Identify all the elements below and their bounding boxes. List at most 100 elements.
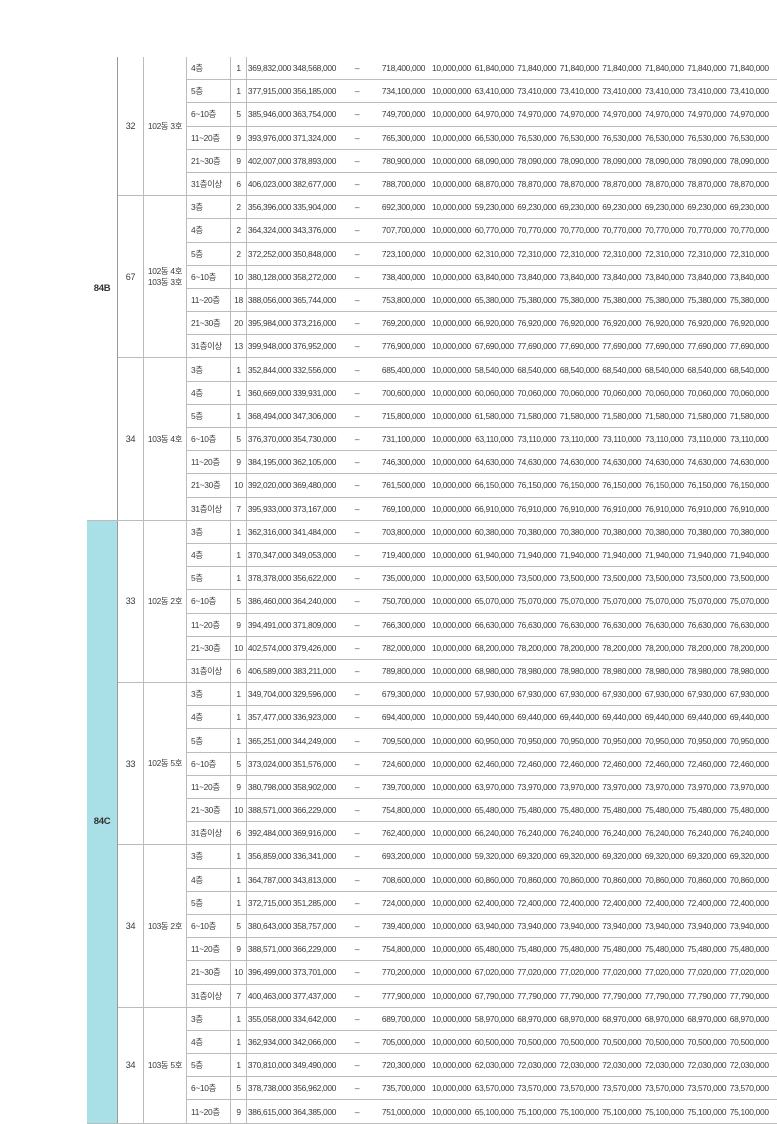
- price-cell: 73,570,000: [601, 1077, 644, 1100]
- price-cell: 75,100,000: [643, 1100, 686, 1123]
- price-cell: –: [337, 381, 377, 404]
- price-cell: 70,860,000: [558, 868, 601, 891]
- price-cell: 355,058,000: [247, 1007, 293, 1030]
- price-cell: 72,030,000: [601, 1054, 644, 1077]
- price-cell: 69,230,000: [516, 196, 559, 219]
- price-cell: 400,463,000: [247, 984, 293, 1007]
- price-cell: 70,860,000: [686, 868, 729, 891]
- price-cell: 234,60: [771, 636, 777, 659]
- price-cell: 211,14: [771, 520, 777, 543]
- price-cell: 70,500,000: [686, 1030, 729, 1053]
- price-cell: 76,630,000: [686, 613, 729, 636]
- price-cell: 10,000,000: [430, 590, 473, 613]
- price-cell: 10,000,000: [430, 381, 473, 404]
- price-cell: 206,91: [771, 1007, 777, 1030]
- price-cell: 10,000,000: [430, 80, 473, 103]
- price-cell: –: [337, 914, 377, 937]
- price-cell: 10,000,000: [430, 683, 473, 706]
- price-cell: 370,810,000: [247, 1054, 293, 1077]
- household-count-cell: 1: [231, 706, 247, 729]
- price-cell: 762,400,000: [377, 822, 430, 845]
- price-cell: 73,500,000: [516, 567, 559, 590]
- price-cell: 68,970,000: [643, 1007, 686, 1030]
- price-cell: 64,630,000: [473, 451, 516, 474]
- floor-cell: 5층: [187, 729, 231, 752]
- price-cell: 77,020,000: [558, 961, 601, 984]
- household-count-cell: 9: [231, 1100, 247, 1123]
- price-cell: –: [337, 474, 377, 497]
- price-cell: 10,000,000: [430, 659, 473, 682]
- price-cell: 371,324,000: [292, 126, 337, 149]
- price-cell: 63,840,000: [473, 265, 516, 288]
- price-cell: 754,800,000: [377, 938, 430, 961]
- price-cell: 369,832,000: [247, 57, 293, 80]
- price-cell: 76,150,000: [643, 474, 686, 497]
- price-cell: 77,790,000: [686, 984, 729, 1007]
- price-cell: 68,970,000: [728, 1007, 771, 1030]
- price-cell: 10,000,000: [430, 543, 473, 566]
- unit-type-cell: 84B: [87, 57, 118, 520]
- price-cell: 10,000,000: [430, 103, 473, 126]
- price-cell: 386,615,000: [247, 1100, 293, 1123]
- price-cell: 69,440,000: [601, 706, 644, 729]
- dong-line-cell: 103동 2호: [144, 845, 187, 1007]
- price-cell: 65,100,000: [473, 1100, 516, 1123]
- price-cell: 74,970,000: [686, 103, 729, 126]
- price-cell: 77,020,000: [516, 961, 559, 984]
- price-cell: 75,480,000: [558, 799, 601, 822]
- price-cell: 719,400,000: [377, 543, 430, 566]
- price-cell: 69,230,000: [728, 196, 771, 219]
- dong-line-cell: 103동 4호: [144, 358, 187, 520]
- price-cell: 72,310,000: [643, 242, 686, 265]
- floor-cell: 21~30층: [187, 474, 231, 497]
- price-cell: 75,070,000: [516, 590, 559, 613]
- price-cell: –: [337, 57, 377, 80]
- price-cell: –: [337, 219, 377, 242]
- floor-cell: 11~20층: [187, 613, 231, 636]
- price-cell: 749,700,000: [377, 103, 430, 126]
- price-cell: 10,000,000: [430, 729, 473, 752]
- price-cell: 10,000,000: [430, 868, 473, 891]
- price-cell: 72,460,000: [516, 752, 559, 775]
- price-cell: 73,840,000: [643, 265, 686, 288]
- price-cell: 76,910,000: [643, 497, 686, 520]
- price-cell: 71,840,000: [686, 57, 729, 80]
- price-cell: 378,378,000: [247, 567, 293, 590]
- floor-cell: 5층: [187, 404, 231, 427]
- price-cell: 78,870,000: [516, 172, 559, 195]
- price-cell: 343,376,000: [292, 219, 337, 242]
- price-cell: 66,150,000: [473, 474, 516, 497]
- price-cell: –: [337, 775, 377, 798]
- price-cell: 10,000,000: [430, 451, 473, 474]
- price-cell: 694,400,000: [377, 706, 430, 729]
- price-cell: 229,59: [771, 126, 777, 149]
- price-cell: 70,860,000: [516, 868, 559, 891]
- price-cell: 66,240,000: [473, 822, 516, 845]
- price-cell: –: [337, 729, 377, 752]
- price-cell: 68,540,000: [558, 358, 601, 381]
- price-cell: 71,840,000: [643, 57, 686, 80]
- price-cell: 78,870,000: [686, 172, 729, 195]
- price-cell: 72,460,000: [643, 752, 686, 775]
- price-cell: 72,400,000: [601, 891, 644, 914]
- price-cell: 75,380,000: [643, 288, 686, 311]
- price-cell: 377,437,000: [292, 984, 337, 1007]
- price-cell: 73,940,000: [643, 914, 686, 937]
- price-cell: 77,020,000: [643, 961, 686, 984]
- price-cell: –: [337, 335, 377, 358]
- price-cell: 362,105,000: [292, 451, 337, 474]
- price-cell: 75,480,000: [686, 938, 729, 961]
- price-cell: 71,940,000: [558, 543, 601, 566]
- price-cell: 69,230,000: [686, 196, 729, 219]
- price-cell: 71,840,000: [601, 57, 644, 80]
- price-cell: 217,20: [771, 891, 777, 914]
- price-cell: 70,770,000: [516, 219, 559, 242]
- floor-cell: 5층: [187, 567, 231, 590]
- price-cell: 350,848,000: [292, 242, 337, 265]
- price-cell: 69,440,000: [643, 706, 686, 729]
